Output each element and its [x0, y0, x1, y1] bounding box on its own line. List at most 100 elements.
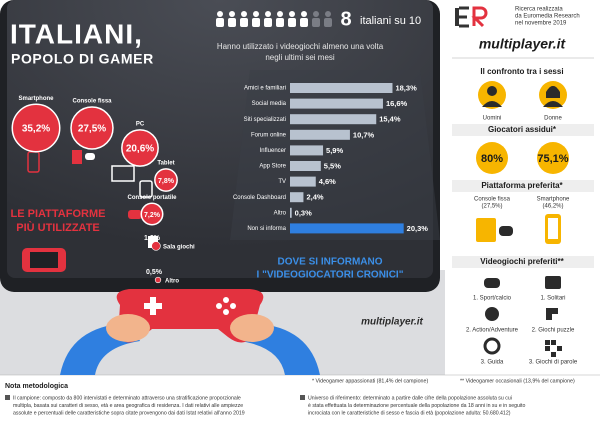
bar-value: 15,4% [379, 115, 401, 124]
bullet [5, 395, 10, 400]
bar-label: TV [278, 179, 286, 185]
console-icon [476, 218, 496, 242]
bubble-value: 27,5% [78, 124, 106, 135]
section-title: Videogiochi preferiti** [480, 257, 564, 266]
person-icon [241, 11, 247, 17]
bar [290, 114, 377, 125]
source: nel novembre 2019 [515, 21, 567, 27]
chart-title: DOVE SI INFORMANO [277, 257, 382, 268]
person-icon [289, 11, 295, 17]
device-icon [128, 210, 142, 219]
game-icon [485, 307, 499, 321]
brand: multiplayer.it [361, 317, 423, 328]
button [223, 309, 229, 315]
person-icon [300, 18, 308, 27]
footnote: ** Videogamer occasionali (13,9% del cam… [460, 378, 575, 384]
group-label: Uomini [483, 116, 502, 122]
bubble-name: Tablet [157, 160, 174, 166]
bar [290, 83, 393, 93]
button [230, 303, 236, 309]
person-icon [312, 18, 320, 27]
person-icon [313, 11, 319, 17]
bar-value: 16,6% [386, 99, 408, 108]
frequent-value: 80% [481, 153, 503, 165]
bar-label: Console Dashboard [233, 195, 286, 201]
person-icon [325, 11, 331, 17]
d-pad [144, 297, 162, 315]
bar [290, 161, 321, 171]
methodology-text: incrociata con le caratteristiche di ses… [308, 410, 511, 416]
headline-label: italiani su 10 [360, 15, 421, 27]
subtitle: Hanno utilizzato i videogiochi almeno un… [217, 42, 384, 51]
handheld-screen [30, 252, 58, 268]
game-icon [545, 276, 561, 289]
hand [106, 314, 150, 342]
frequent-circle [537, 142, 569, 174]
game-icon [546, 308, 558, 320]
section-title: Piattaforma preferita* [481, 181, 563, 190]
subtitle: negli ultimi sei mesi [265, 53, 335, 62]
bubble [121, 129, 159, 167]
title: POPOLO DI GAMER [11, 51, 154, 67]
bubble-name: Altro [165, 279, 179, 285]
bullet [300, 395, 305, 400]
bubble-name: Sala giochi [163, 245, 195, 251]
game-label: 2. Action/Adventure [466, 328, 519, 334]
frequent-value: 75,1% [537, 153, 568, 165]
bubble-value: 35,2% [22, 124, 50, 135]
bar-label: Non si informa [247, 226, 286, 232]
game-icon [484, 278, 500, 288]
person-icon [228, 18, 236, 27]
person-icon [253, 11, 259, 17]
device-icon [72, 150, 82, 164]
bubble-name: Console portatile [127, 195, 177, 201]
bar [290, 192, 304, 203]
avatar-body [543, 101, 563, 107]
brand: multiplayer.it [479, 36, 567, 52]
person-icon [216, 18, 224, 27]
section-title: Giocatori assidui* [488, 125, 557, 134]
spotlight [230, 70, 440, 240]
pad-icon [499, 226, 513, 236]
bar [290, 129, 350, 140]
headline-count: 8 [340, 8, 351, 30]
avatar-head [487, 86, 497, 96]
chart-title: PIÙ UTILIZZATE [16, 221, 100, 234]
source: Ricerca realizzata [515, 7, 563, 13]
section-band [452, 124, 594, 136]
logo-r [471, 6, 488, 28]
bar-value: 18,3% [395, 83, 417, 92]
title: ITALIANI, [10, 18, 143, 49]
person-icon [229, 11, 235, 17]
platform-label: Smartphone [537, 197, 570, 203]
bubble-name: Console fissa [72, 99, 112, 105]
bar [290, 223, 404, 234]
methodology-text: multipla, basata sui caratteri di sesso,… [13, 403, 243, 409]
bubble-value: 1,2% [144, 235, 161, 242]
bubble-name: Smartphone [18, 96, 54, 102]
bar-value: 5,9% [326, 146, 343, 155]
methodology-text: Universo di riferimento: determinato a p… [308, 395, 512, 401]
bar-value: 10,7% [353, 130, 375, 139]
device-icon [139, 180, 153, 198]
game-label: 2. Giochi puzzle [532, 328, 575, 334]
bar [290, 98, 383, 109]
bubble-name: PC [136, 121, 145, 127]
person-icon [240, 18, 248, 27]
device-icon [148, 236, 158, 248]
game-label: 1. Sport/calcio [473, 296, 512, 302]
person-icon [324, 18, 332, 27]
frequent-circle [476, 142, 508, 174]
bubble-value: 7,8% [158, 178, 175, 185]
footnote: * Videogamer appassionati (81,4% del cam… [312, 378, 428, 384]
bar-label: App Store [259, 164, 286, 170]
person-icon [276, 18, 284, 27]
bubble [11, 103, 61, 153]
game-icon [545, 340, 562, 357]
person-icon [252, 18, 260, 27]
platform-label: (46,2%) [542, 204, 563, 210]
game-icon [483, 337, 501, 355]
bar-label: Siti specializzati [244, 117, 286, 123]
platform-label: Console fissa [474, 197, 511, 203]
